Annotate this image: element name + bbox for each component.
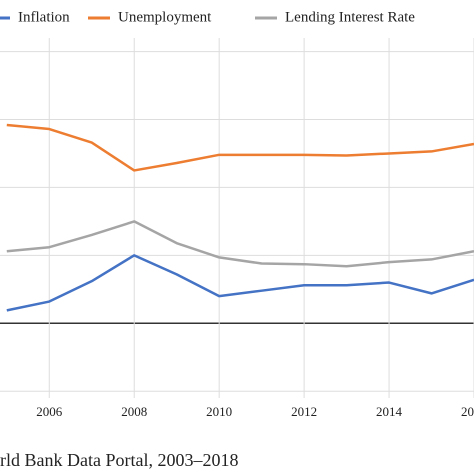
x-tick-label: 2008 xyxy=(121,404,147,419)
legend-label: Unemployment xyxy=(118,9,212,25)
line-series xyxy=(6,220,474,268)
line-series xyxy=(6,123,474,172)
line-series xyxy=(6,254,474,312)
legend-label: Inflation xyxy=(18,9,70,25)
x-tick-label: 2012 xyxy=(291,404,317,419)
x-tick-label: 2014 xyxy=(376,404,403,419)
x-tick-label: 2016 xyxy=(461,404,474,419)
caption: rld Bank Data Portal, 2003–2018 xyxy=(0,450,238,470)
x-tick-label: 2006 xyxy=(36,404,63,419)
legend-label: Lending Interest Rate xyxy=(285,9,415,25)
x-tick-label: 2010 xyxy=(206,404,232,419)
